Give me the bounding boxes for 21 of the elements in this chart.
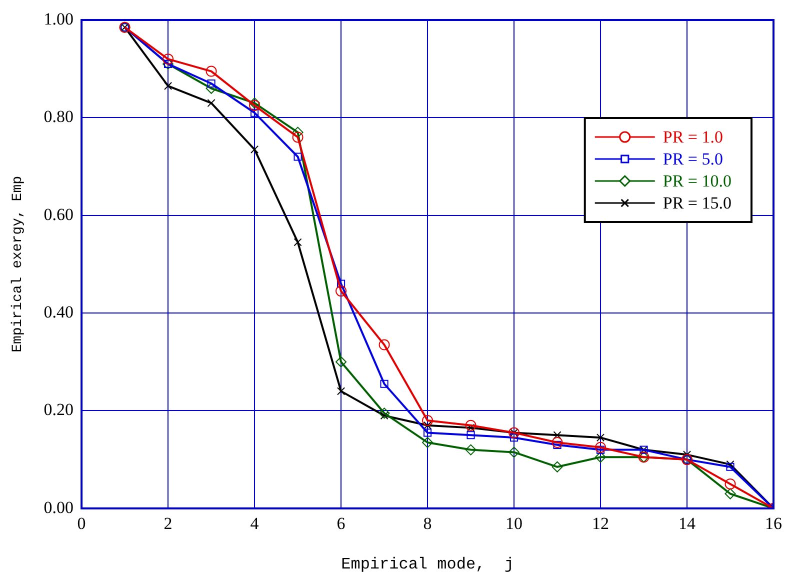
x-tick-label: 14 bbox=[678, 514, 696, 534]
legend-label: PR = 15.0 bbox=[662, 193, 732, 212]
legend-label: PR = 5.0 bbox=[662, 149, 724, 168]
y-tick-label: 0.20 bbox=[44, 400, 74, 420]
x-tick-label: 16 bbox=[765, 514, 782, 534]
legend-label: PR = 1.0 bbox=[662, 127, 724, 146]
x-tick-label: 6 bbox=[336, 514, 346, 534]
x-tick-label: 4 bbox=[250, 514, 260, 534]
x-tick-label: 12 bbox=[592, 514, 610, 534]
x-tick-label: 10 bbox=[506, 514, 523, 534]
x-tick-label: 8 bbox=[423, 514, 432, 534]
x-tick-label: 2 bbox=[164, 514, 172, 534]
x-axis-title: Empirical mode, j bbox=[341, 556, 514, 574]
x-tick-label: 0 bbox=[77, 514, 86, 534]
y-tick-label: 0.80 bbox=[44, 107, 74, 126]
y-tick-label: 0.40 bbox=[44, 302, 74, 322]
y-tick-label: 0.60 bbox=[44, 204, 74, 224]
y-axis-title: Empirical exergy, Emp bbox=[10, 176, 26, 352]
y-tick-label: 1.00 bbox=[44, 9, 74, 28]
legend-label: PR = 10.0 bbox=[662, 171, 732, 190]
y-tick-label: 0.00 bbox=[44, 498, 74, 517]
